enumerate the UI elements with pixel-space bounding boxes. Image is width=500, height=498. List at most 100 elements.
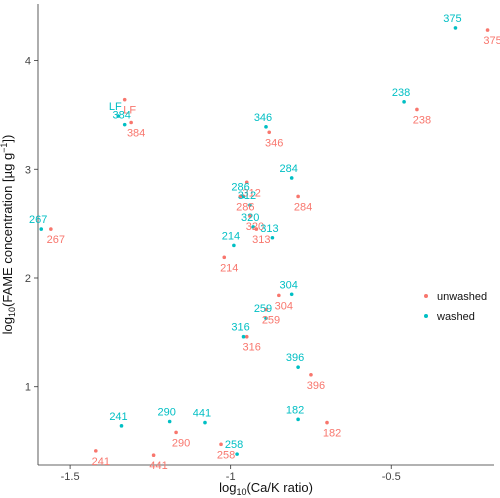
washed-point-label: 258 [225, 439, 243, 451]
washed-point-label: 312 [238, 190, 256, 202]
unwashed-point-label: 441 [149, 460, 167, 472]
washed-point-label: 267 [29, 214, 47, 226]
washed-point-label: 396 [286, 352, 304, 364]
unwashed-point-label: 384 [127, 128, 145, 140]
washed-legend-key [424, 314, 428, 318]
washed-point-label: 346 [254, 112, 272, 124]
unwashed-point [244, 180, 249, 185]
unwashed-point [325, 420, 329, 425]
x-tick-label: -0.5 [382, 471, 401, 483]
washed-point-label: 286 [231, 181, 249, 193]
unwashed-point-label: 375 [483, 35, 500, 47]
unwashed-point-label: 241 [92, 456, 110, 468]
y-tick-label: 2 [25, 273, 31, 285]
washed-point-label: 304 [280, 279, 298, 291]
washed-point-label: 441 [193, 408, 211, 420]
washed-point [402, 100, 406, 104]
washed-point [122, 122, 127, 127]
washed-point-label: 320 [241, 212, 259, 224]
legend-label-unwashed: unwashed [437, 291, 487, 303]
washed-point [241, 194, 246, 199]
unwashed-point-label: 320 [246, 221, 264, 233]
unwashed-point-label: 182 [323, 428, 341, 440]
washed-point-label: 384 [113, 110, 131, 122]
washed-point [296, 417, 300, 422]
legend: unwashed washed [424, 291, 487, 323]
unwashed-point [267, 130, 272, 135]
y-axis-title: log10(FAME concentration [µg g−1]) [0, 135, 17, 335]
washed-point [248, 203, 252, 207]
washed-point-label: 259 [254, 303, 272, 315]
washed-point [39, 227, 44, 231]
unwashed-point [49, 227, 53, 231]
unwashed-point-label: 238 [413, 114, 431, 126]
washed-point-label: LF [109, 101, 122, 113]
unwashed-point-label: 286 [236, 201, 254, 213]
washed-point-label: 313 [260, 223, 278, 235]
washed-point [119, 424, 124, 428]
unwashed-point [485, 28, 490, 32]
unwashed-legend-key [424, 294, 428, 298]
unwashed-point-label: 312 [243, 187, 261, 199]
unwashed-point [219, 442, 223, 447]
unwashed-point [248, 214, 252, 218]
unwashed-point-label: 267 [47, 234, 65, 246]
x-tick-label: -1.5 [61, 471, 80, 483]
unwashed-point-label: 346 [265, 137, 283, 149]
washed-point [264, 316, 268, 321]
unwashed-point-label: 304 [275, 300, 293, 312]
unwashed-point [277, 293, 281, 298]
unwashed-point [151, 453, 156, 458]
washed-point [296, 365, 300, 369]
unwashed-point [309, 372, 313, 377]
washed-point [232, 243, 236, 248]
legend-label-washed: washed [436, 311, 475, 323]
washed-point [235, 452, 239, 456]
unwashed-point [222, 255, 227, 260]
unwashed-point-label: 258 [217, 449, 235, 461]
washed-point-label: 238 [392, 87, 410, 99]
washed-point [167, 419, 172, 424]
unwashed-point-label: 259 [262, 315, 280, 327]
washed-point [251, 225, 255, 229]
unwashed-point-label: 396 [307, 380, 325, 392]
unwashed-point [238, 194, 243, 199]
y-tick-label: 3 [25, 164, 31, 176]
washed-point-label: 290 [157, 407, 175, 419]
washed-point-label: 214 [222, 230, 240, 242]
unwashed-point-label: 316 [243, 342, 261, 354]
unwashed-point-label: LF [123, 105, 136, 117]
point-labels: 375238LF38434631228428632031326721430425… [29, 13, 500, 472]
unwashed-point [174, 430, 178, 435]
washed-point [116, 114, 121, 118]
washed-point-label: 284 [280, 163, 298, 175]
washed-point-label: 241 [109, 411, 127, 423]
washed-point [264, 125, 268, 129]
unwashed-point [122, 97, 127, 102]
washed-point [289, 176, 294, 180]
unwashed-point [94, 449, 98, 453]
unwashed-point-label: 214 [220, 262, 238, 274]
washed-point [270, 235, 275, 240]
washed-point [453, 26, 458, 30]
axes: -1.5 -1 -0.5 1 2 3 4 [25, 4, 494, 483]
washed-point-label: 182 [286, 404, 304, 416]
washed-point-label: 316 [231, 322, 249, 334]
unwashed-point-label: 313 [252, 234, 270, 246]
unwashed-point [254, 227, 259, 231]
washed-point-label: 375 [443, 13, 461, 25]
washed-point [241, 334, 246, 339]
x-tick-label: -1 [226, 471, 236, 483]
unwashed-point [415, 107, 419, 112]
data-points [39, 26, 490, 458]
washed-point [289, 292, 294, 297]
washed-point [203, 420, 207, 425]
unwashed-point [264, 307, 268, 312]
unwashed-point [296, 194, 300, 199]
unwashed-point [129, 120, 133, 125]
x-axis-title: log10(Ca/K ratio) [219, 480, 313, 497]
y-tick-label: 1 [25, 382, 31, 394]
unwashed-point-label: 284 [294, 201, 312, 213]
unwashed-point [244, 334, 249, 339]
